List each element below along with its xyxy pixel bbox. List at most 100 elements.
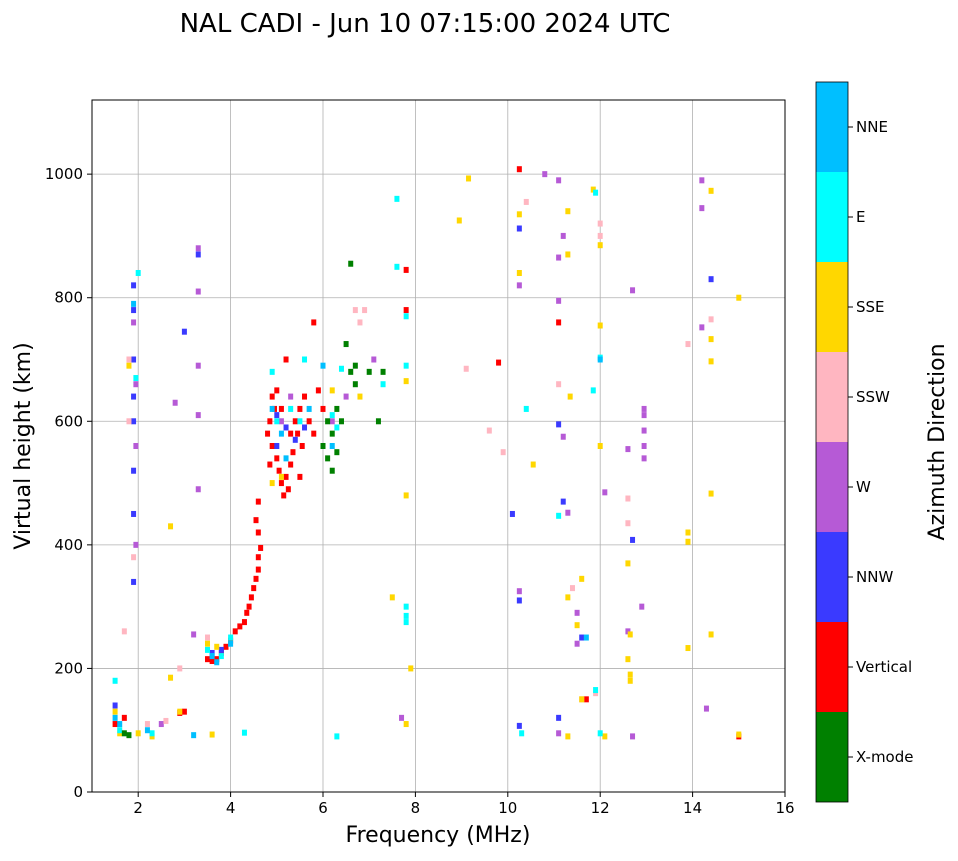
point-w xyxy=(556,297,562,304)
point-ssw xyxy=(131,554,137,561)
point-x-mode xyxy=(126,732,132,739)
y-tick-label: 600 xyxy=(54,412,83,430)
point-e xyxy=(380,381,386,388)
point-nnw xyxy=(131,307,137,314)
point-nnw xyxy=(556,714,562,721)
colorbar-frame xyxy=(815,81,849,803)
point-e xyxy=(590,387,596,394)
point-ssw xyxy=(569,585,575,592)
point-sse xyxy=(177,708,183,715)
point-nnw xyxy=(560,498,566,505)
point-w xyxy=(630,733,636,740)
colorbar-label-vertical: Vertical xyxy=(856,658,912,676)
x-tick-label: 6 xyxy=(318,799,328,817)
point-ssw xyxy=(486,427,492,434)
point-vertical xyxy=(205,656,210,663)
point-w xyxy=(343,393,349,400)
point-e xyxy=(297,418,303,425)
point-vertical xyxy=(288,430,294,437)
x-tick-label: 8 xyxy=(411,799,421,817)
point-w xyxy=(639,603,645,610)
point-vertical xyxy=(274,387,280,394)
point-sse xyxy=(736,294,742,301)
point-ssw xyxy=(163,717,169,724)
point-vertical xyxy=(265,430,271,437)
point-vertical xyxy=(281,492,287,499)
point-e xyxy=(403,603,409,610)
point-vertical xyxy=(248,594,254,601)
point-w xyxy=(699,324,705,331)
colorbar-label: Azimuth Direction xyxy=(925,343,950,540)
point-w xyxy=(574,609,580,616)
point-vertical xyxy=(209,658,215,665)
point-vertical xyxy=(244,609,250,616)
point-vertical xyxy=(283,356,289,363)
point-vertical xyxy=(255,498,261,505)
point-vertical xyxy=(290,449,296,456)
point-vertical xyxy=(218,649,224,656)
point-vertical xyxy=(269,393,275,400)
point-w xyxy=(641,443,647,449)
colorbar-label-nne: NNE xyxy=(856,118,888,136)
point-sse xyxy=(403,378,409,385)
point-w xyxy=(560,433,566,440)
point-sse xyxy=(530,461,536,468)
point-ssw xyxy=(121,628,127,635)
point-w xyxy=(133,541,139,548)
point-vertical xyxy=(278,405,284,412)
point-e xyxy=(338,365,344,372)
point-nnw xyxy=(292,436,298,443)
point-nnw xyxy=(274,443,280,449)
point-vertical xyxy=(267,418,273,425)
point-x-mode xyxy=(338,418,344,425)
point-sse xyxy=(565,208,571,215)
point-sse xyxy=(579,696,585,703)
x-axis-label: Frequency (MHz) xyxy=(346,823,531,848)
point-nnw xyxy=(131,418,137,425)
point-sse xyxy=(685,645,691,652)
point-e xyxy=(218,653,224,660)
point-sse xyxy=(602,733,608,740)
point-vertical xyxy=(112,721,118,728)
point-sse xyxy=(214,643,220,650)
point-sse xyxy=(685,529,691,536)
point-nnw xyxy=(302,424,308,431)
colorbar-swatch-nne xyxy=(816,82,848,172)
point-w xyxy=(641,427,647,434)
x-tick-label: 12 xyxy=(591,799,610,817)
y-tick-label: 0 xyxy=(73,783,83,801)
point-nnw xyxy=(579,634,585,641)
point-nnw xyxy=(195,251,201,258)
point-w xyxy=(288,393,294,400)
point-nnw xyxy=(708,276,714,283)
point-sse xyxy=(590,186,596,193)
point-ssw xyxy=(352,307,358,314)
point-ssw xyxy=(357,319,363,326)
point-e xyxy=(288,405,294,412)
point-sse xyxy=(627,631,633,638)
point-vertical xyxy=(251,585,257,592)
point-e xyxy=(403,619,409,626)
point-sse xyxy=(329,387,335,394)
point-e xyxy=(523,405,529,412)
point-sse xyxy=(205,640,210,647)
point-vertical xyxy=(253,517,259,524)
point-vertical xyxy=(496,359,502,366)
point-sse xyxy=(126,362,132,369)
point-vertical xyxy=(237,623,243,630)
point-vertical xyxy=(297,473,303,480)
point-ssw xyxy=(144,721,150,728)
y-tick-label: 200 xyxy=(54,659,83,677)
point-sse xyxy=(708,336,714,343)
point-nnw xyxy=(209,649,215,656)
colorbar: X-mode Vertical NNW W SSW SSE E NNE xyxy=(815,81,913,803)
point-w xyxy=(133,381,139,388)
point-vertical xyxy=(255,554,261,561)
point-w xyxy=(641,455,647,462)
point-vertical xyxy=(214,656,220,663)
point-e xyxy=(403,362,409,369)
point-sse xyxy=(627,671,633,678)
point-sse xyxy=(516,270,522,276)
point-sse xyxy=(565,594,571,601)
